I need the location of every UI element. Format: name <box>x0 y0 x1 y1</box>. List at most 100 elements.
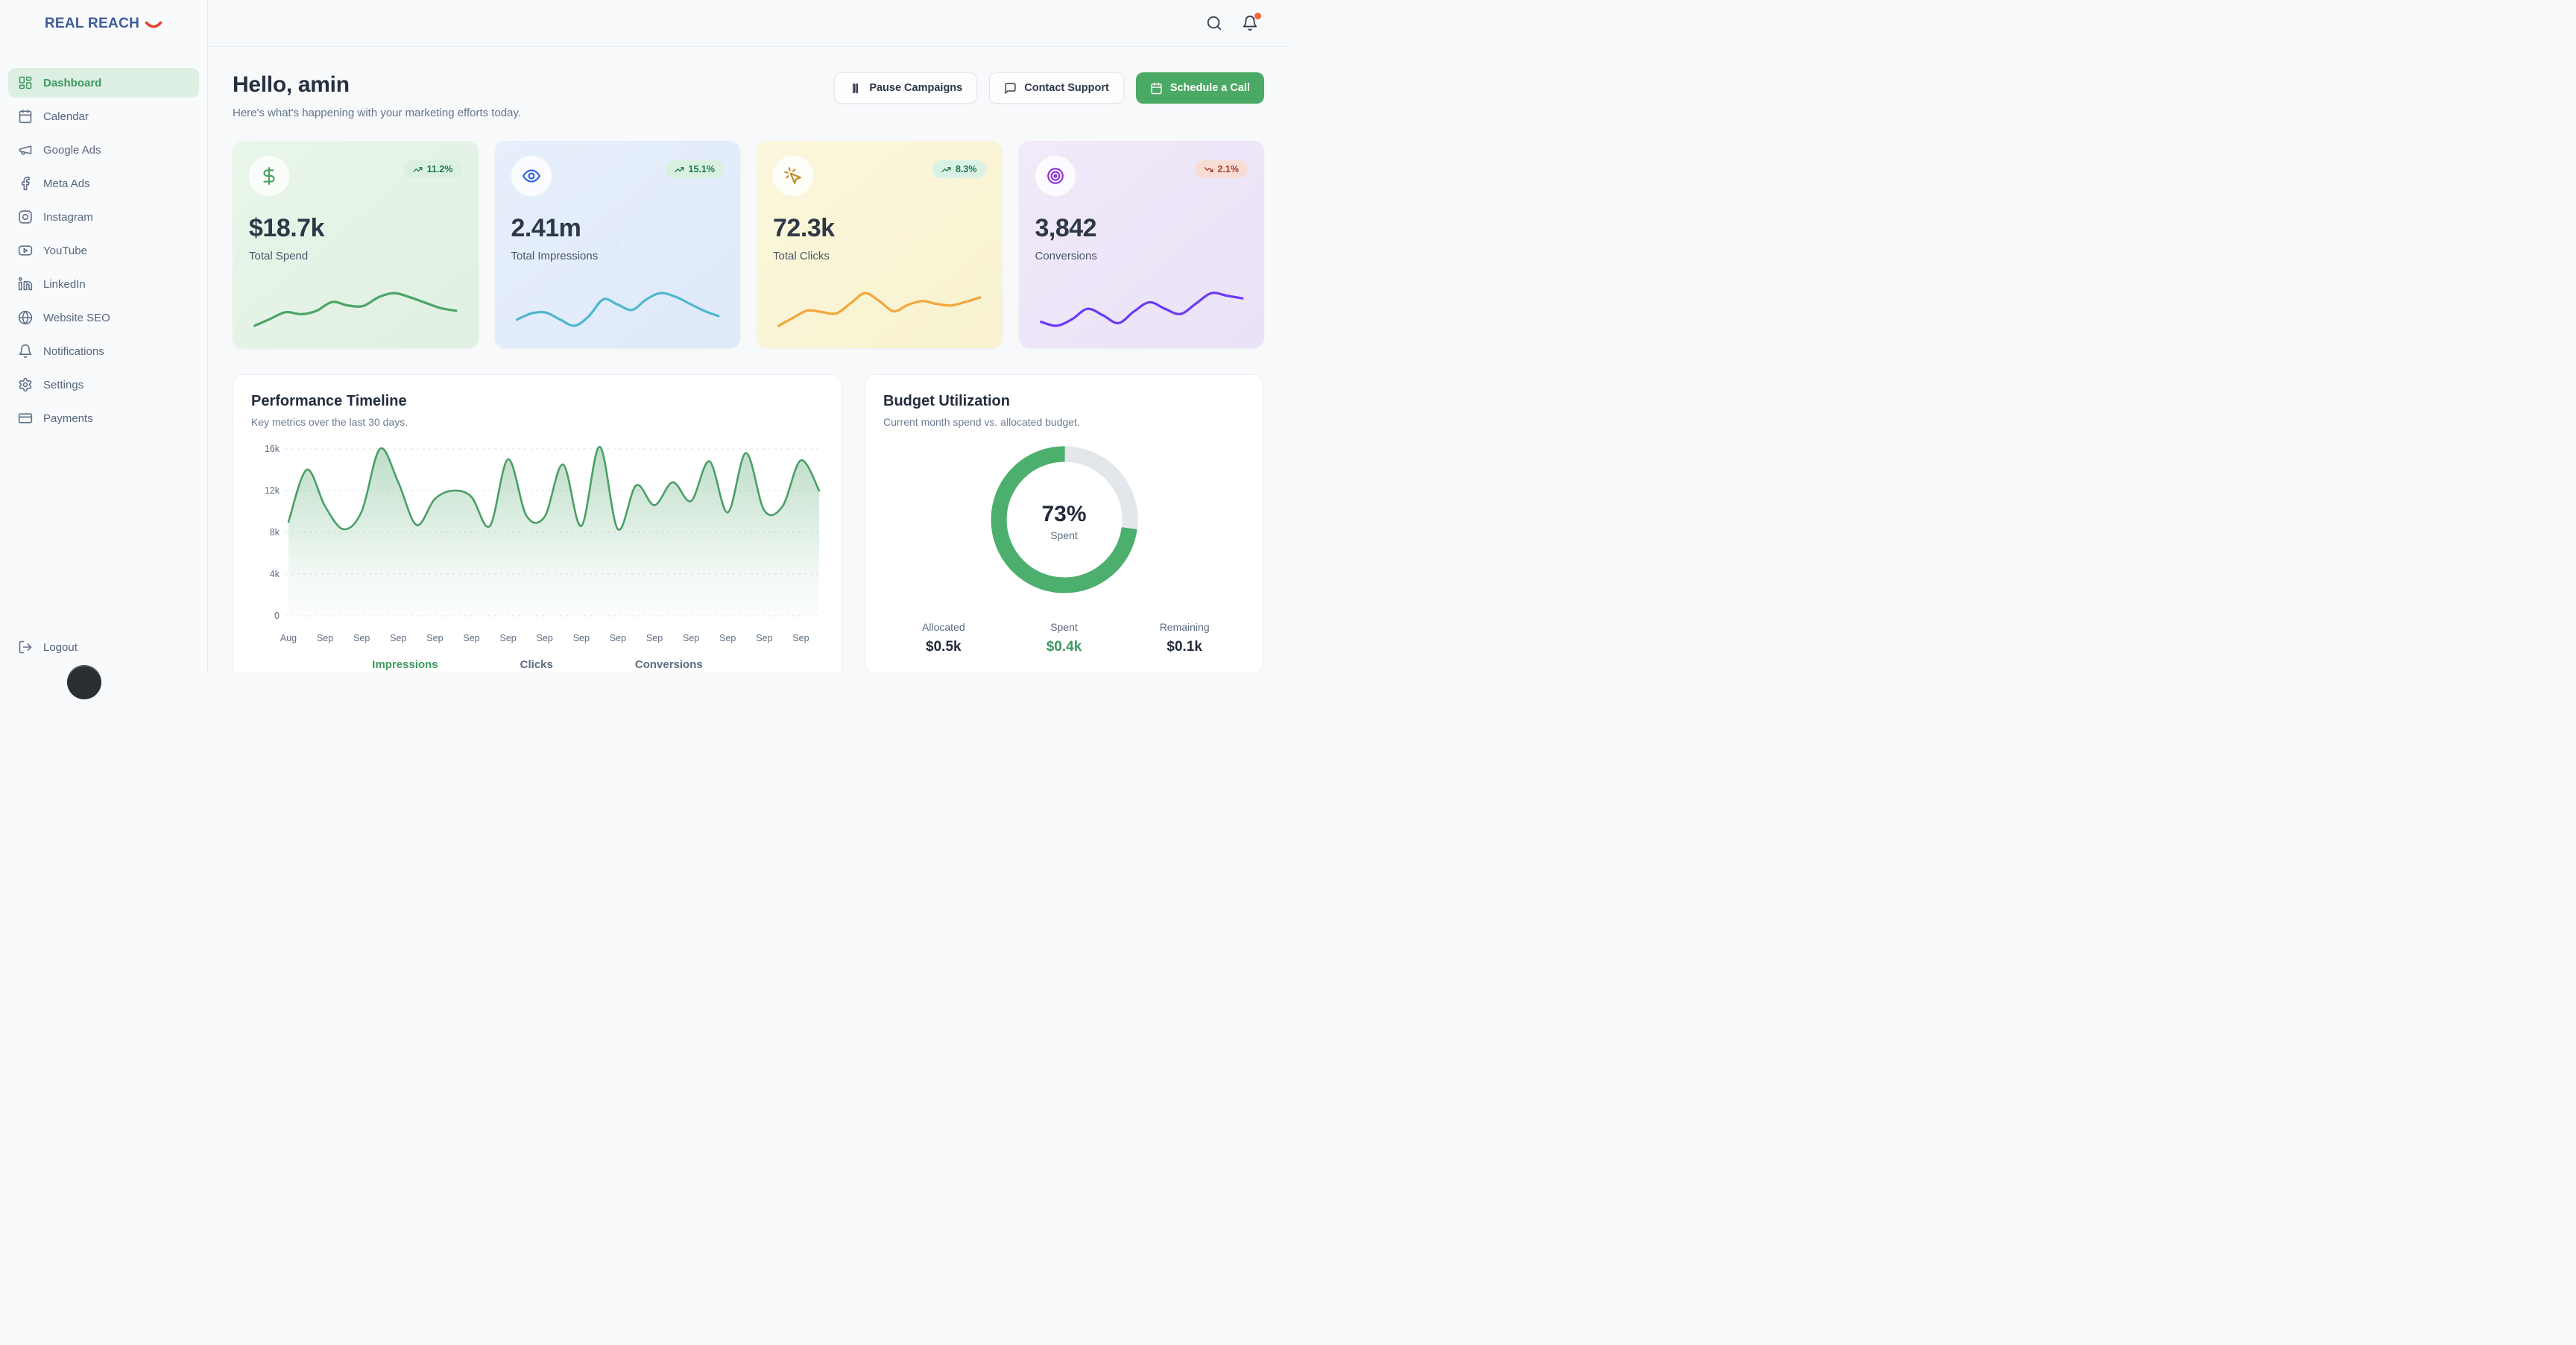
gear-icon <box>18 377 33 392</box>
notification-dot <box>1254 13 1261 19</box>
topbar <box>208 0 1288 47</box>
stat-value: 72.3k <box>773 214 835 242</box>
stat-value: $18.7k <box>249 214 324 242</box>
youtube-icon <box>18 243 33 258</box>
sidebar-item-youtube[interactable]: YouTube <box>8 236 199 265</box>
partial-avatar <box>67 665 101 699</box>
stat-icon-circle <box>1035 156 1076 196</box>
panels-row: Performance Timeline Key metrics over th… <box>233 374 1264 672</box>
budget-percent: 73% <box>1041 502 1087 526</box>
change-badge: 2.1% <box>1194 160 1248 178</box>
stat-card-conversions: 2.1% 3,842 Conversions <box>1019 141 1265 348</box>
change-value: 15.1% <box>688 164 715 174</box>
budget-stat-remaining: Remaining $0.1k <box>1124 621 1245 655</box>
pause-campaigns-button[interactable]: Pause Campaigns <box>834 72 978 104</box>
schedule-a-call-button[interactable]: Schedule a Call <box>1135 72 1264 104</box>
sidebar-item-label: LinkedIn <box>43 277 86 291</box>
svg-text:8k: 8k <box>270 527 280 538</box>
sidebar-item-meta-ads[interactable]: Meta Ads <box>8 168 199 198</box>
notifications-button[interactable] <box>1242 13 1261 34</box>
stat-card-top: 15.1% <box>511 156 724 196</box>
sidebar-item-label: Instagram <box>43 210 93 224</box>
stat-icon-circle <box>249 156 289 196</box>
sidebar-item-website-seo[interactable]: Website SEO <box>8 303 199 333</box>
trend-up-icon <box>674 165 684 174</box>
search-button[interactable] <box>1206 15 1222 31</box>
sidebar-item-instagram[interactable]: Instagram <box>8 202 199 232</box>
dashboard-icon <box>18 75 33 90</box>
logout-label: Logout <box>43 640 78 654</box>
search-icon <box>1206 16 1222 34</box>
stat-card-top: 11.2% <box>249 156 462 196</box>
svg-text:Sep: Sep <box>353 633 370 643</box>
donut-center: 73% Spent <box>986 441 1143 602</box>
performance-panel: Performance Timeline Key metrics over th… <box>233 374 842 672</box>
stat-card-total-spend: 11.2% $18.7k Total Spend <box>233 141 479 348</box>
sidebar-item-label: Dashboard <box>43 76 102 89</box>
budget-stat-value: $0.1k <box>1167 639 1202 655</box>
tab-impressions[interactable]: Impressions <box>372 658 438 671</box>
change-badge: 11.2% <box>403 160 462 178</box>
sidebar-item-label: Meta Ads <box>43 177 90 190</box>
sidebar-item-label: Payments <box>43 412 93 425</box>
credit-card-icon <box>18 411 33 426</box>
sidebar-item-label: Notifications <box>43 344 104 358</box>
stat-sparkline <box>1039 292 1244 327</box>
sidebar-item-label: Google Ads <box>43 143 101 157</box>
svg-text:Sep: Sep <box>646 633 663 643</box>
budget-title: Budget Utilization <box>883 393 1010 409</box>
bell-icon <box>18 344 33 359</box>
stat-value: 2.41m <box>511 214 581 242</box>
svg-text:Sep: Sep <box>610 633 626 643</box>
performance-area-chart: 0 4k 8k 12k 16k Aug Sep Sep Sep Sep Sep Sep Sep Sep Se… <box>265 444 821 643</box>
budget-stats: Allocated $0.5k Spent $0.4k Remaining $0.1k <box>883 621 1245 655</box>
sidebar-item-notifications[interactable]: Notifications <box>8 336 199 366</box>
sidebar-item-dashboard[interactable]: Dashboard <box>8 68 199 98</box>
svg-text:Sep: Sep <box>719 633 736 643</box>
performance-title: Performance Timeline <box>251 393 407 409</box>
svg-text:Sep: Sep <box>573 633 590 643</box>
budget-subtitle: Current month spend vs. allocated budget… <box>883 416 1080 428</box>
stat-icon-circle <box>511 156 552 196</box>
sidebar-nav: Dashboard Calendar Google Ads Meta Ads Insta… <box>0 68 207 437</box>
tab-clicks[interactable]: Clicks <box>520 658 553 671</box>
brand-logo: REAL REACH <box>0 0 207 47</box>
page-subtitle: Here's what's happening with your market… <box>233 107 522 119</box>
trend-down-icon <box>1203 165 1213 174</box>
instagram-icon <box>18 210 33 224</box>
stat-value: 3,842 <box>1035 214 1097 242</box>
stat-card-top: 2.1% <box>1035 156 1248 196</box>
logout-icon <box>18 640 33 655</box>
facebook-icon <box>18 176 33 191</box>
svg-text:Sep: Sep <box>463 633 479 643</box>
sidebar-item-label: Calendar <box>43 110 89 123</box>
svg-text:12k: 12k <box>265 485 280 496</box>
sidebar-item-google-ads[interactable]: Google Ads <box>8 135 199 165</box>
hero: Hello, amin Here's what's happening with… <box>233 72 1264 119</box>
trend-up-icon <box>413 165 423 174</box>
stat-icon-circle <box>773 156 813 196</box>
sidebar-item-label: Settings <box>43 378 84 391</box>
stat-label: Conversions <box>1035 250 1097 262</box>
sidebar-item-calendar[interactable]: Calendar <box>8 101 199 131</box>
calendar-icon <box>18 109 33 124</box>
sidebar-item-settings[interactable]: Settings <box>8 370 199 400</box>
cursor-click-icon <box>783 166 803 186</box>
stat-cards-row: 11.2% $18.7k Total Spend 15.1% 2.41m Total Im… <box>233 141 1264 348</box>
svg-text:Sep: Sep <box>317 633 333 643</box>
sidebar-item-payments[interactable]: Payments <box>8 403 199 433</box>
sidebar-item-label: YouTube <box>43 244 87 257</box>
logout-button[interactable]: Logout <box>0 632 207 662</box>
contact-support-button[interactable]: Contact Support <box>989 72 1124 104</box>
tab-conversions[interactable]: Conversions <box>634 658 703 671</box>
pause-icon <box>849 82 862 95</box>
bell-icon <box>1242 16 1258 34</box>
stat-label: Total Impressions <box>511 250 599 262</box>
budget-stat-label: Spent <box>1050 621 1078 633</box>
dollar-icon <box>259 166 279 186</box>
button-label: Pause Campaigns <box>869 82 963 94</box>
sidebar-item-linkedin[interactable]: LinkedIn <box>8 269 199 299</box>
svg-text:Sep: Sep <box>537 633 553 643</box>
budget-stat-allocated: Allocated $0.5k <box>883 621 1004 655</box>
budget-donut: 73% Spent <box>986 441 1143 602</box>
